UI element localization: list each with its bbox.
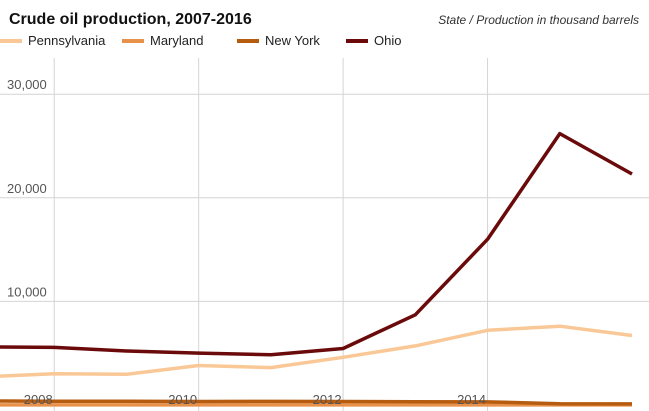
series-line-new-york bbox=[0, 399, 633, 406]
legend-item-ohio: Ohio bbox=[346, 33, 401, 48]
x-tick-label: 2014 bbox=[457, 392, 486, 407]
legend-label: New York bbox=[265, 33, 320, 48]
series-layer bbox=[0, 131, 633, 407]
legend-label: Ohio bbox=[374, 33, 401, 48]
x-tick-label: 2010 bbox=[168, 392, 197, 407]
legend-label: Pennsylvania bbox=[28, 33, 106, 48]
legend-item-pennsylvania: Pennsylvania bbox=[0, 33, 106, 48]
series-line-pennsylvania bbox=[0, 324, 633, 378]
x-tick-label: 2012 bbox=[313, 392, 342, 407]
grid-layer bbox=[0, 58, 649, 411]
legend-item-new-york: New York bbox=[237, 33, 320, 48]
legend-label: Maryland bbox=[150, 33, 203, 48]
y-tick-label: 20,000 bbox=[7, 181, 47, 196]
series-line-ohio bbox=[0, 131, 633, 357]
legend-item-maryland: Maryland bbox=[122, 33, 203, 48]
chart-title: Crude oil production, 2007-2016 bbox=[9, 11, 252, 28]
legend: Pennsylvania Maryland New York Ohio bbox=[0, 33, 401, 48]
x-tick-label: 2008 bbox=[24, 392, 53, 407]
y-tick-label: 30,000 bbox=[7, 77, 47, 92]
y-tick-label: 10,000 bbox=[7, 284, 47, 299]
chart-subtitle: State / Production in thousand barrels bbox=[438, 13, 639, 27]
tick-layer: 10,000 20,000 30,000 2008 2010 2012 2014 bbox=[7, 77, 486, 407]
